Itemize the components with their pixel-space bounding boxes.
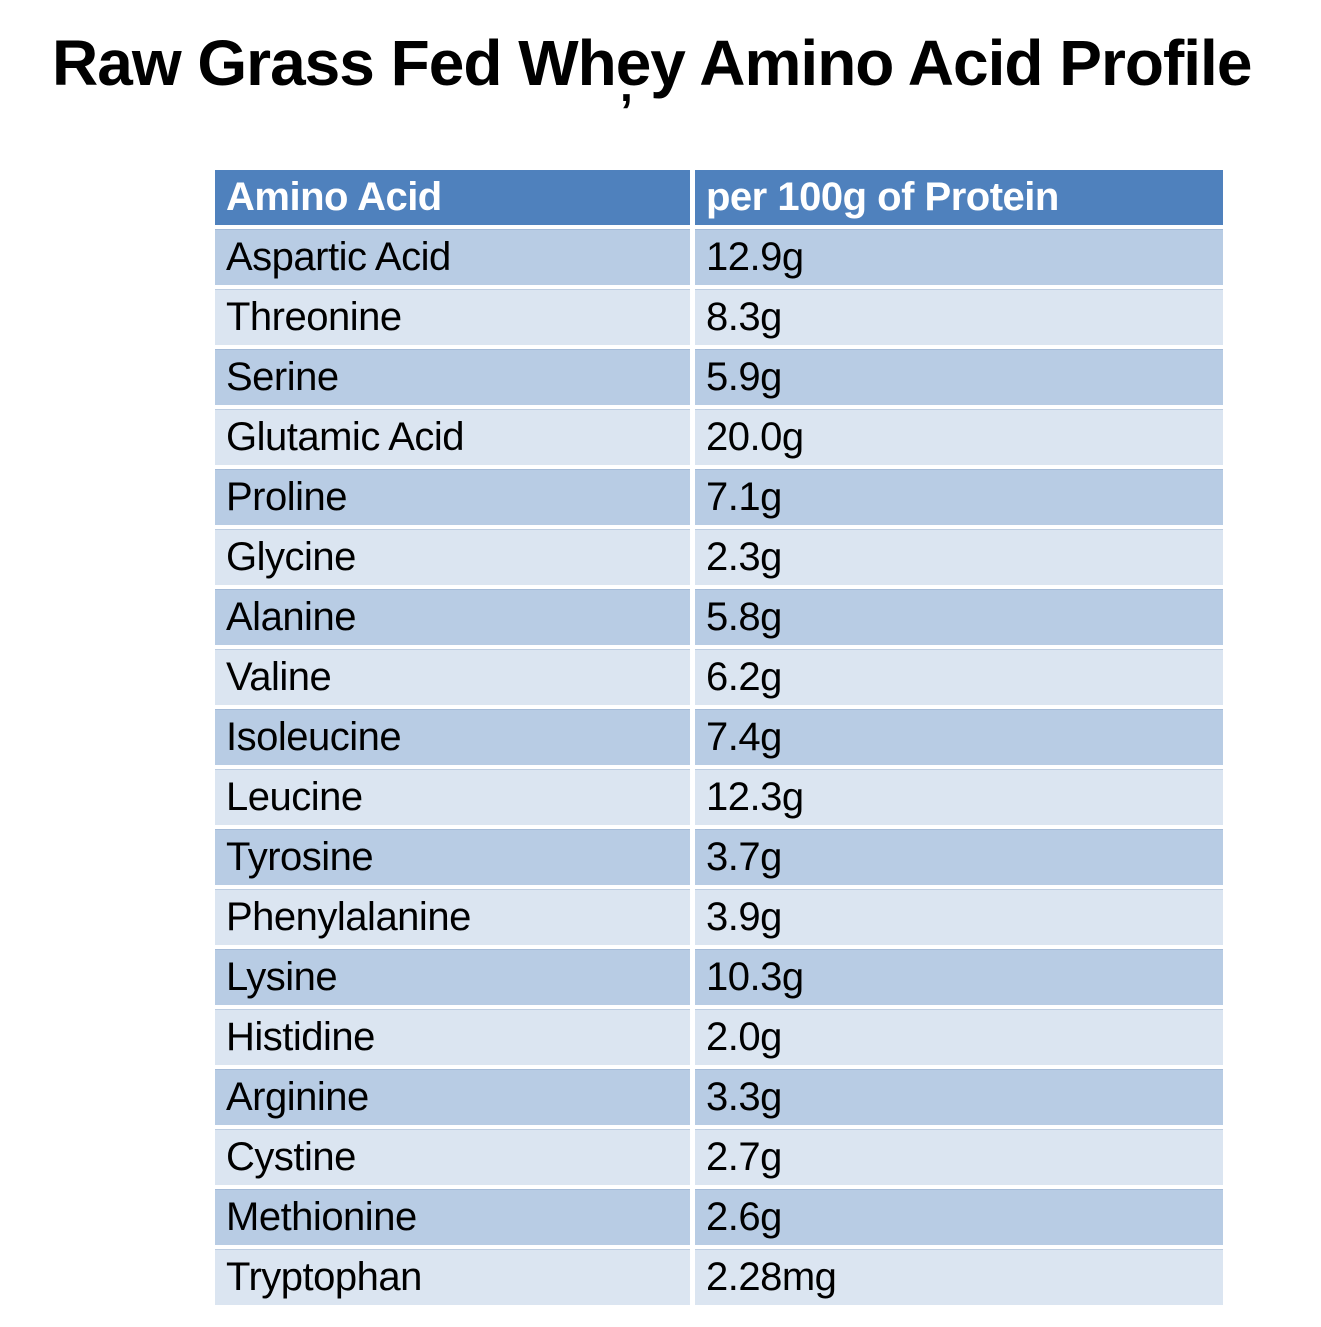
table-row: Valine 6.2g — [215, 649, 1223, 705]
amino-name-cell: Leucine — [215, 769, 690, 825]
amino-value-cell: 3.3g — [695, 1069, 1223, 1125]
amino-name-cell: Arginine — [215, 1069, 690, 1125]
amino-name-cell: Valine — [215, 649, 690, 705]
amino-value-cell: 2.28mg — [695, 1249, 1223, 1305]
amino-value-cell: 2.7g — [695, 1129, 1223, 1185]
table-row: Histidine 2.0g — [215, 1009, 1223, 1065]
amino-value-cell: 12.9g — [695, 229, 1223, 285]
amino-value-cell: 8.3g — [695, 289, 1223, 345]
table-body: Aspartic Acid 12.9g Threonine 8.3g Serine 5.9… — [215, 229, 1223, 1305]
amino-name-cell: Cystine — [215, 1129, 690, 1185]
amino-name-cell: Histidine — [215, 1009, 690, 1065]
amino-name-cell: Methionine — [215, 1189, 690, 1245]
amino-name-cell: Tryptophan — [215, 1249, 690, 1305]
page-title: Raw Grass Fed Whey Amino Acid Profile — [52, 27, 1252, 99]
table-row: Cystine 2.7g — [215, 1129, 1223, 1185]
amino-name-cell: Glycine — [215, 529, 690, 585]
amino-name-cell: Phenylalanine — [215, 889, 690, 945]
table-row: Tryptophan 2.28mg — [215, 1249, 1223, 1305]
amino-name-cell: Threonine — [215, 289, 690, 345]
column-header-amino-acid: Amino Acid — [215, 170, 690, 225]
amino-value-cell: 5.9g — [695, 349, 1223, 405]
table-row: Methionine 2.6g — [215, 1189, 1223, 1245]
table-row: Isoleucine 7.4g — [215, 709, 1223, 765]
column-header-per-100g: per 100g of Protein — [695, 170, 1223, 225]
amino-acid-table: Amino Acid per 100g of Protein Aspartic … — [215, 170, 1223, 1309]
table-row: Tyrosine 3.7g — [215, 829, 1223, 885]
amino-value-cell: 3.9g — [695, 889, 1223, 945]
amino-name-cell: Serine — [215, 349, 690, 405]
amino-name-cell: Isoleucine — [215, 709, 690, 765]
amino-name-cell: Lysine — [215, 949, 690, 1005]
table-row: Aspartic Acid 12.9g — [215, 229, 1223, 285]
table-header-row: Amino Acid per 100g of Protein — [215, 170, 1223, 225]
amino-value-cell: 12.3g — [695, 769, 1223, 825]
amino-name-cell: Alanine — [215, 589, 690, 645]
table-row: Phenylalanine 3.9g — [215, 889, 1223, 945]
amino-value-cell: 7.1g — [695, 469, 1223, 525]
table-row: Serine 5.9g — [215, 349, 1223, 405]
table-row: Alanine 5.8g — [215, 589, 1223, 645]
amino-value-cell: 5.8g — [695, 589, 1223, 645]
table-row: Proline 7.1g — [215, 469, 1223, 525]
amino-value-cell: 3.7g — [695, 829, 1223, 885]
table-row: Lysine 10.3g — [215, 949, 1223, 1005]
amino-value-cell: 7.4g — [695, 709, 1223, 765]
amino-name-cell: Glutamic Acid — [215, 409, 690, 465]
amino-value-cell: 20.0g — [695, 409, 1223, 465]
amino-value-cell: 6.2g — [695, 649, 1223, 705]
table-row: Arginine 3.3g — [215, 1069, 1223, 1125]
amino-value-cell: 10.3g — [695, 949, 1223, 1005]
amino-name-cell: Aspartic Acid — [215, 229, 690, 285]
amino-name-cell: Tyrosine — [215, 829, 690, 885]
table-row: Glutamic Acid 20.0g — [215, 409, 1223, 465]
amino-name-cell: Proline — [215, 469, 690, 525]
table-row: Leucine 12.3g — [215, 769, 1223, 825]
amino-value-cell: 2.0g — [695, 1009, 1223, 1065]
amino-value-cell: 2.6g — [695, 1189, 1223, 1245]
stray-comma-mark: , — [620, 59, 633, 111]
table-row: Glycine 2.3g — [215, 529, 1223, 585]
amino-value-cell: 2.3g — [695, 529, 1223, 585]
table-row: Threonine 8.3g — [215, 289, 1223, 345]
